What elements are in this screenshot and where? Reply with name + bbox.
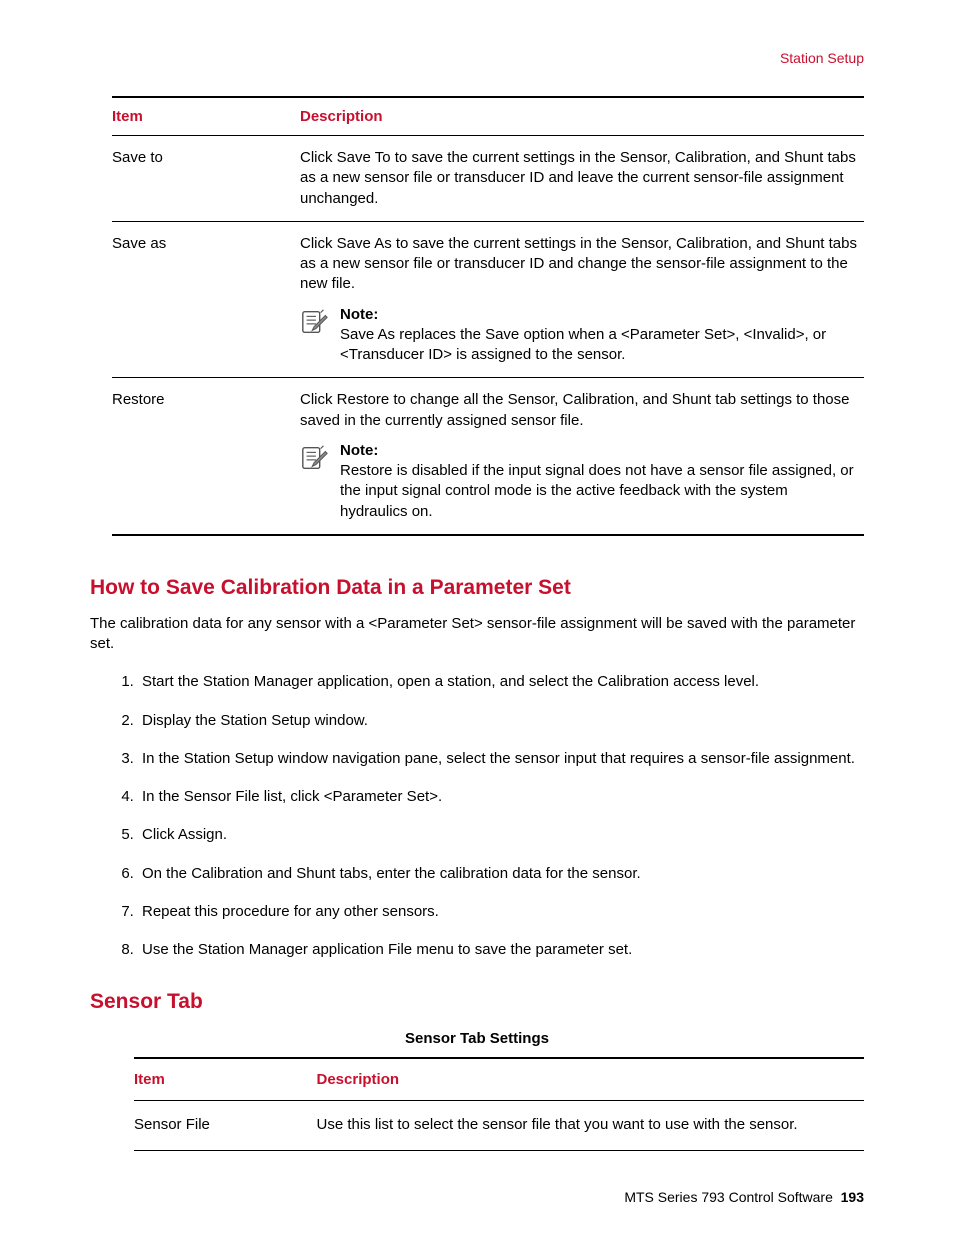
page: Station Setup Item Description Save to C… [0,0,954,1235]
cell-description: Click Restore to change all the Sensor, … [300,378,864,535]
table-header-item: Item [112,97,300,136]
cell-description: Use this list to select the sensor file … [317,1101,865,1150]
note-text: Note: Restore is disabled if the input s… [340,441,858,522]
footer-page-number: 193 [841,1189,864,1205]
table-row: Sensor File Use this list to select the … [134,1101,864,1150]
note-icon [300,443,330,473]
cell-description: Click Save As to save the current settin… [300,221,864,378]
note-icon [300,307,330,337]
step-item: Click Assign. [138,825,864,845]
note-label: Note: [340,305,858,325]
note-body: Save As replaces the Save option when a … [340,325,858,366]
page-footer: MTS Series 793 Control Software 193 [624,1189,864,1205]
step-item: In the Sensor File list, click <Paramete… [138,787,864,807]
cell-item: Save to [112,136,300,222]
cell-item: Restore [112,378,300,535]
cell-description-text: Click Restore to change all the Sensor, … [300,391,850,428]
note-body: Restore is disabled if the input signal … [340,461,858,522]
table-row: Restore Click Restore to change all the … [112,378,864,535]
table-caption: Sensor Tab Settings [90,1030,864,1047]
table-row: Save to Click Save To to save the curren… [112,136,864,222]
steps-list: Start the Station Manager application, o… [90,672,864,960]
breadcrumb: Station Setup [90,50,864,66]
section-heading-sensor-tab: Sensor Tab [90,990,864,1014]
note-text: Note: Save As replaces the Save option w… [340,305,858,366]
cell-item: Save as [112,221,300,378]
note-label: Note: [340,441,858,461]
table-header-item: Item [134,1058,317,1101]
note-block: Note: Restore is disabled if the input s… [300,441,858,522]
section-intro: The calibration data for any sensor with… [90,614,864,655]
note-block: Note: Save As replaces the Save option w… [300,305,858,366]
table-row: Save as Click Save As to save the curren… [112,221,864,378]
table-item-description: Item Description Save to Click Save To t… [112,96,864,536]
table-header-description: Description [300,97,864,136]
step-item: Start the Station Manager application, o… [138,672,864,692]
step-item: In the Station Setup window navigation p… [138,749,864,769]
cell-description: Click Save To to save the current settin… [300,136,864,222]
step-item: On the Calibration and Shunt tabs, enter… [138,864,864,884]
section-heading-save-calibration: How to Save Calibration Data in a Parame… [90,576,864,600]
cell-description-text: Click Save As to save the current settin… [300,235,857,293]
table-header-description: Description [317,1058,865,1101]
step-item: Use the Station Manager application File… [138,940,864,960]
step-item: Repeat this procedure for any other sens… [138,902,864,922]
step-item: Display the Station Setup window. [138,711,864,731]
footer-product: MTS Series 793 Control Software [624,1189,833,1205]
cell-item: Sensor File [134,1101,317,1150]
table-sensor-tab: Item Description Sensor File Use this li… [134,1057,864,1150]
